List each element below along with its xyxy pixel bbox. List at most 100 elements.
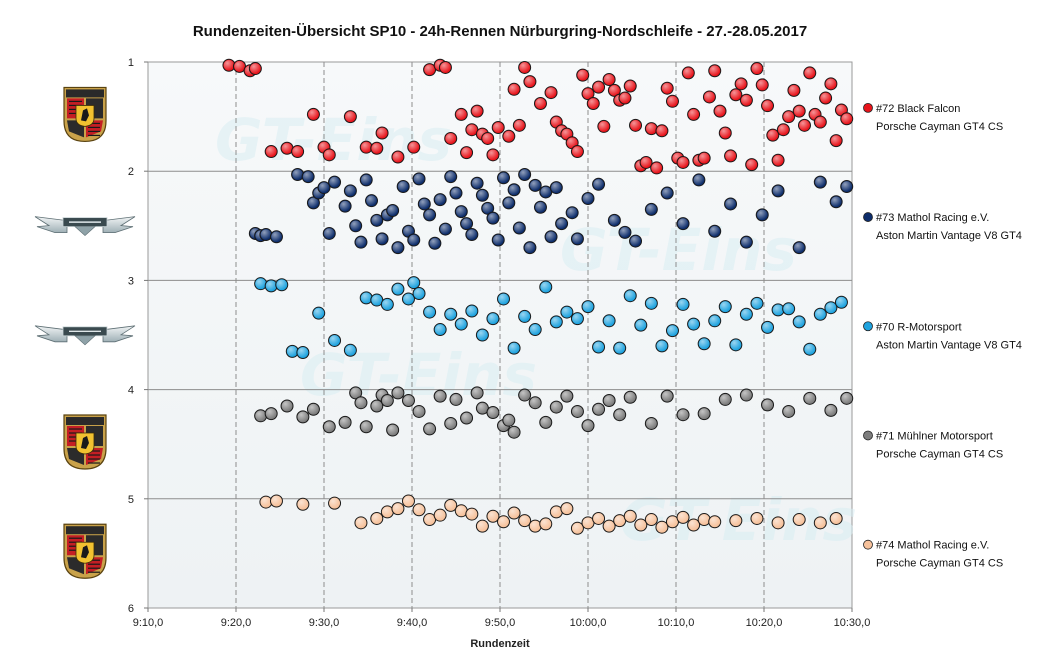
data-point-highlight <box>804 343 815 355</box>
data-point-highlight <box>498 172 509 183</box>
data-point-highlight <box>529 397 541 408</box>
data-point-highlight <box>741 95 752 106</box>
data-point-highlight <box>471 105 483 117</box>
data-point-highlight <box>667 96 678 107</box>
data-point-highlight <box>572 233 583 245</box>
data-point-highlight <box>508 184 520 195</box>
data-point-highlight <box>434 194 446 205</box>
data-point-highlight <box>751 513 763 524</box>
data-point-highlight <box>772 155 784 166</box>
data-point-highlight <box>477 520 488 532</box>
data-point-highlight <box>355 517 367 529</box>
legend-series-name: #72 Black Falcon <box>876 103 960 115</box>
data-point-highlight <box>582 301 594 312</box>
data-point-highlight <box>757 79 768 91</box>
data-point-highlight <box>424 423 435 435</box>
data-point-highlight <box>540 518 551 530</box>
data-point-highlight <box>815 116 826 128</box>
data-point-highlight <box>503 197 514 209</box>
data-point-highlight <box>508 507 520 519</box>
data-point-highlight <box>741 309 752 320</box>
data-point-highlight <box>350 387 361 399</box>
data-point-highlight <box>403 395 414 406</box>
data-point-highlight <box>456 109 467 120</box>
data-point-highlight <box>561 390 573 402</box>
data-point-highlight <box>466 229 478 240</box>
data-point-highlight <box>260 229 272 240</box>
legend-marker <box>863 430 873 441</box>
data-point-highlight <box>461 147 472 158</box>
data-point-highlight <box>297 499 309 510</box>
data-point-highlight <box>603 520 615 532</box>
data-point-highlight <box>440 223 451 235</box>
data-point-highlight <box>698 152 710 164</box>
data-point-highlight <box>667 516 678 527</box>
data-point-highlight <box>493 122 504 133</box>
data-point-highlight <box>408 234 419 246</box>
x-tick-label: 10:30,0 <box>834 617 871 629</box>
data-point-highlight <box>551 401 562 413</box>
data-point-highlight <box>762 322 773 333</box>
data-point-highlight <box>429 238 441 249</box>
data-point-highlight <box>661 83 673 94</box>
legend-series-name: #70 R-Motorsport <box>876 321 962 333</box>
data-point-highlight <box>656 340 668 352</box>
data-point-highlight <box>487 407 499 418</box>
data-point-highlight <box>223 60 235 71</box>
data-point-highlight <box>709 65 720 76</box>
data-point-highlight <box>466 124 478 135</box>
data-point-highlight <box>434 324 446 335</box>
data-point-highlight <box>387 205 398 216</box>
data-point-highlight <box>519 311 530 322</box>
watermark-text: GT-Eins <box>300 341 537 409</box>
data-point-highlight <box>836 104 847 116</box>
data-point-highlight <box>324 228 335 239</box>
data-point-highlight <box>324 149 335 161</box>
data-point-highlight <box>577 69 588 81</box>
data-point-highlight <box>260 496 272 508</box>
data-point-highlight <box>646 298 657 309</box>
data-point-highlight <box>329 497 340 509</box>
data-point-highlight <box>482 203 493 214</box>
data-point-highlight <box>424 306 435 318</box>
data-point-highlight <box>466 508 478 520</box>
data-point-highlight <box>361 141 372 153</box>
data-point-highlight <box>487 149 499 161</box>
data-point-highlight <box>799 120 810 131</box>
data-point-highlight <box>693 174 705 186</box>
data-point-highlight <box>551 182 562 193</box>
data-point-highlight <box>556 218 567 229</box>
data-point-highlight <box>609 215 620 226</box>
legend-series-car: Aston Martin Vantage V8 GT4 <box>876 230 1022 242</box>
data-point-highlight <box>487 313 499 324</box>
data-point-highlight <box>730 89 742 100</box>
data-point-highlight <box>265 280 277 292</box>
data-point-highlight <box>308 404 319 415</box>
data-point-highlight <box>720 394 731 405</box>
data-point-highlight <box>841 393 852 404</box>
data-point-highlight <box>471 387 483 399</box>
data-point-highlight <box>698 408 710 419</box>
series-group <box>248 167 854 255</box>
data-point-highlight <box>392 503 404 514</box>
x-tick-label: 9:50,0 <box>485 617 516 629</box>
data-point-highlight <box>255 278 266 289</box>
legend-marker <box>863 539 873 550</box>
data-point-highlight <box>709 315 720 327</box>
data-point-highlight <box>355 397 367 408</box>
data-point-highlight <box>519 515 530 526</box>
porsche-crest-icon <box>63 523 107 579</box>
data-point-highlight <box>329 176 340 188</box>
data-point-highlight <box>424 514 435 525</box>
legend-series-car: Aston Martin Vantage V8 GT4 <box>876 339 1022 351</box>
aston-martin-wings-icon <box>34 216 136 237</box>
series-group <box>254 276 848 359</box>
data-point-highlight <box>561 306 573 318</box>
data-point-highlight <box>783 111 794 122</box>
data-point-highlight <box>355 236 367 248</box>
series-group <box>222 58 854 175</box>
aston-martin-wings-icon <box>34 325 136 346</box>
data-point-highlight <box>313 307 324 319</box>
data-point-highlight <box>677 409 689 420</box>
data-point-highlight <box>308 109 319 120</box>
